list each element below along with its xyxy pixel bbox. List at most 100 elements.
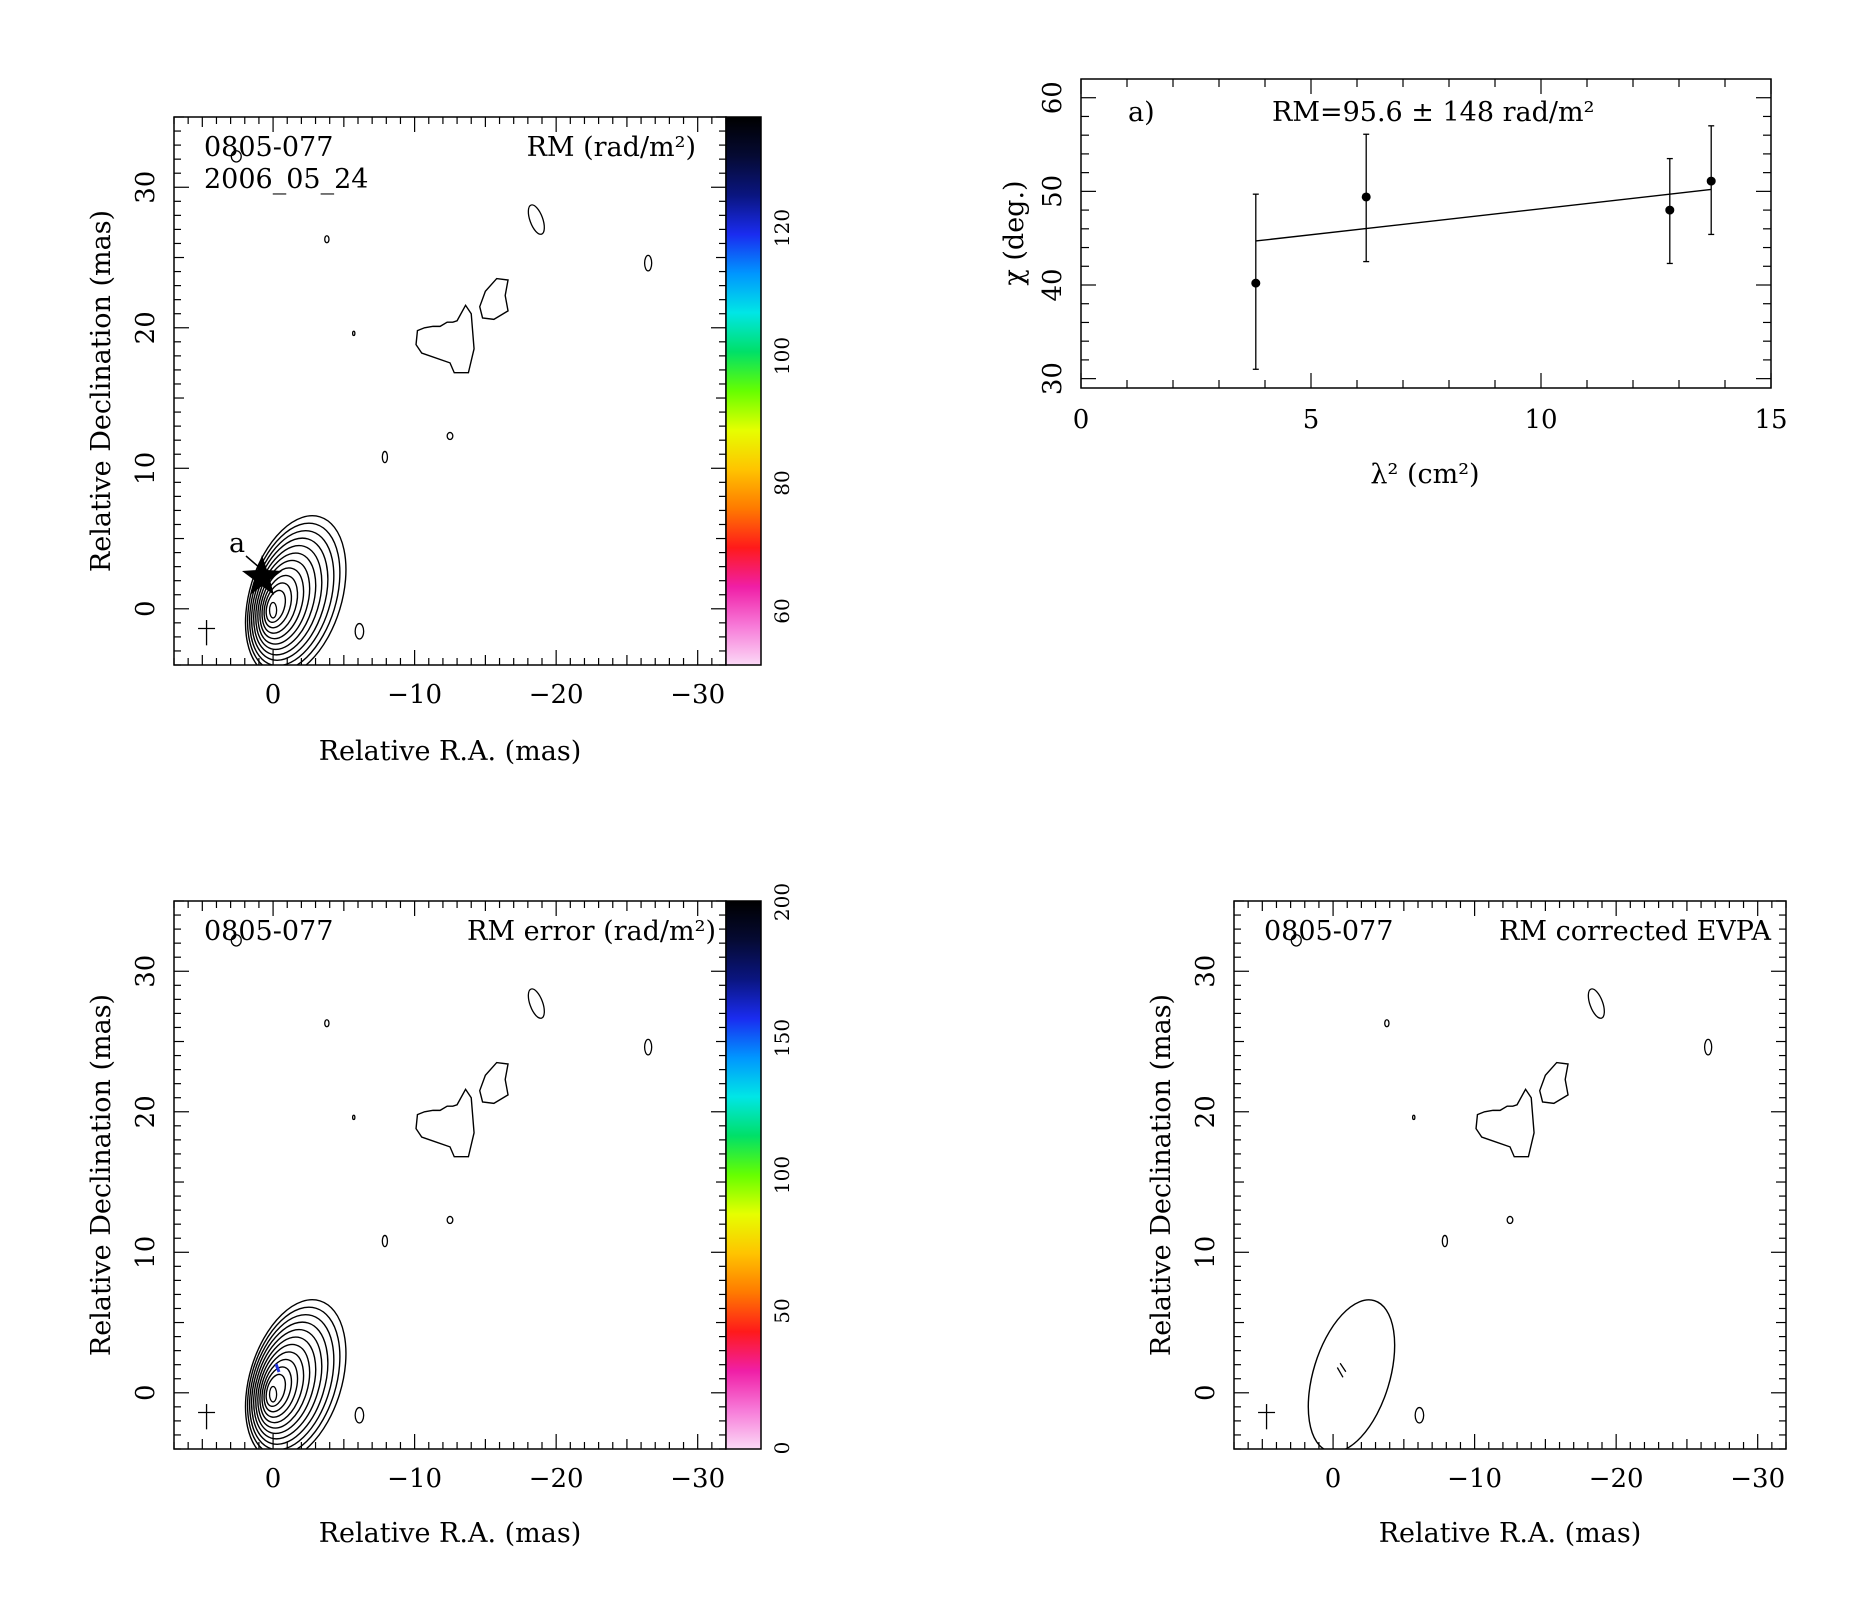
rm-error-colorbar-tick-150: 150 (770, 1019, 794, 1057)
evpa-map-contours (1258, 934, 1713, 1449)
rm-fit-y-tick-label: 30 (1038, 362, 1068, 395)
rm-colorbar-tick-80: 80 (770, 470, 794, 495)
contour-ellipse (643, 254, 653, 272)
contour-ellipse (1414, 1406, 1425, 1424)
core-contour-innermost (268, 1385, 278, 1403)
rm-error-map-ticks (173, 900, 727, 1450)
rm-error-map-x-tick-label: −20 (529, 1464, 584, 1494)
evpa-map-frame (1233, 900, 1787, 1450)
rm-map-epoch: 2006_05_24 (204, 164, 368, 195)
contour-ellipse (324, 1019, 330, 1028)
rm-map-x-tick-label: −30 (670, 680, 725, 710)
fit-line (1255, 188, 1712, 242)
contour-ellipse (324, 235, 330, 244)
data-point (1251, 278, 1261, 288)
rm-map-contours (198, 150, 653, 665)
data-point (1665, 205, 1675, 215)
evpa-map-x-tick-label: −20 (1589, 1464, 1644, 1494)
data-point (1706, 176, 1716, 186)
contour-ellipse (643, 1038, 653, 1056)
rm-map-y-tick-label: 0 (131, 601, 161, 618)
rm-error-map-x-tick-label: −10 (387, 1464, 442, 1494)
rm-fit-y-tick-label: 50 (1038, 175, 1068, 208)
rm-map-source-name: 0805-077 (204, 132, 333, 163)
core-contour (244, 1299, 347, 1449)
rm-error-colorbar-tick-50: 50 (770, 1298, 794, 1323)
contour-blob-main (1475, 1087, 1535, 1158)
core-contour (261, 1358, 299, 1418)
contour-ellipse (527, 204, 545, 235)
core-contour (261, 574, 299, 634)
rm-error-colorbar (725, 900, 762, 1450)
rm-error-map-contours (198, 934, 653, 1449)
contour-ellipse (351, 330, 356, 337)
rm-error-map-ylabel: Relative Declination (mas) (86, 994, 117, 1356)
rm-fit-x-tick-label: 10 (1524, 405, 1557, 435)
contour-ellipse (381, 450, 389, 464)
rm-error-map-y-tick-label: 30 (131, 955, 161, 988)
evpa-map-ticks (1233, 900, 1787, 1450)
core-contour (246, 522, 341, 665)
feature-star-marker (242, 555, 282, 595)
core-contour (251, 537, 329, 661)
rm-colorbar (725, 116, 762, 666)
contour-ellipse (1506, 1215, 1514, 1225)
evpa-map-x-tick-label: 0 (1325, 1464, 1342, 1494)
rm-error-map-color-pixel (274, 1363, 281, 1373)
rm-error-map-y-tick-label: 10 (131, 1236, 161, 1269)
evpa-vector (1336, 1367, 1344, 1378)
evpa-map-panel: 0805-077 RM corrected EVPA Relative R.A.… (1146, 900, 1787, 1549)
rm-fit-x-tick-label: 5 (1303, 405, 1320, 435)
rm-error-colorbar-tick-0: 0 (770, 1442, 794, 1455)
contour-ellipse (1441, 1234, 1449, 1248)
rm-fit-xlabel: λ² (cm²) (1370, 459, 1479, 490)
rm-fit-panel-label: a) (1128, 97, 1155, 128)
rm-map-xlabel: Relative R.A. (mas) (319, 736, 582, 767)
core-contour (259, 567, 305, 640)
rm-colorbar-tick-100: 100 (770, 337, 794, 375)
core-contour (255, 1336, 317, 1435)
rm-error-map-xlabel: Relative R.A. (mas) (319, 1518, 582, 1549)
contour-ellipse (230, 150, 242, 163)
evpa-map-y-tick-label: 30 (1191, 955, 1221, 988)
rm-error-map-x-tick-label: −30 (670, 1464, 725, 1494)
contour-ellipse (1384, 1019, 1390, 1028)
rm-map-panel: 60 80 100 120 0805-077 2006_05_24 RM (ra… (86, 116, 794, 767)
contour-ellipse (351, 1114, 356, 1121)
rm-error-map-x-tick-label: 0 (265, 1464, 282, 1494)
evpa-map-y-tick-label: 0 (1191, 1385, 1221, 1402)
rm-colorbar-tick-60: 60 (770, 598, 794, 623)
rm-error-colorbar-tick-100: 100 (770, 1156, 794, 1194)
rm-fit-result-label: RM=95.6 ± 148 rad/m² (1272, 97, 1594, 128)
contour-ellipse (527, 988, 545, 1019)
contour-blob-upper (478, 1061, 509, 1105)
evpa-map-x-tick-label: −30 (1730, 1464, 1785, 1494)
rm-error-map-label: RM error (rad/m²) (467, 916, 716, 947)
contour-ellipse (354, 622, 365, 640)
rm-fit-frame (1080, 78, 1772, 389)
rm-fit-marks (1251, 125, 1716, 370)
contour-ellipse (1587, 988, 1605, 1019)
rm-map-x-tick-label: 0 (265, 680, 282, 710)
rm-error-map-panel: 0 50 100 150 200 0805-077 RM error (rad/… (86, 883, 794, 1549)
contour-ellipse (230, 934, 242, 947)
core-contour (265, 1373, 287, 1408)
contour-ellipse (446, 431, 454, 441)
evpa-vector (1339, 1362, 1347, 1373)
rm-map-ylabel: Relative Declination (mas) (86, 210, 117, 572)
core-contour (257, 1343, 311, 1429)
rm-fit-ylabel: χ (deg.) (999, 180, 1030, 285)
core-contour (265, 589, 287, 624)
evpa-map-y-tick-label: 10 (1191, 1236, 1221, 1269)
rm-fit-y-tick-label: 60 (1038, 81, 1068, 114)
evpa-map-source-name: 0805-077 (1264, 916, 1393, 947)
rm-fit-x-tick-label: 15 (1754, 405, 1787, 435)
rm-error-colorbar-tick-200: 200 (770, 883, 794, 921)
core-contour (244, 515, 347, 665)
contour-ellipse (381, 1234, 389, 1248)
core-contour (246, 1306, 341, 1449)
core-contour-innermost (268, 601, 278, 619)
evpa-map-x-tick-label: −10 (1447, 1464, 1502, 1494)
core-contour (259, 1351, 305, 1424)
contour-blob-upper (1538, 1061, 1569, 1105)
